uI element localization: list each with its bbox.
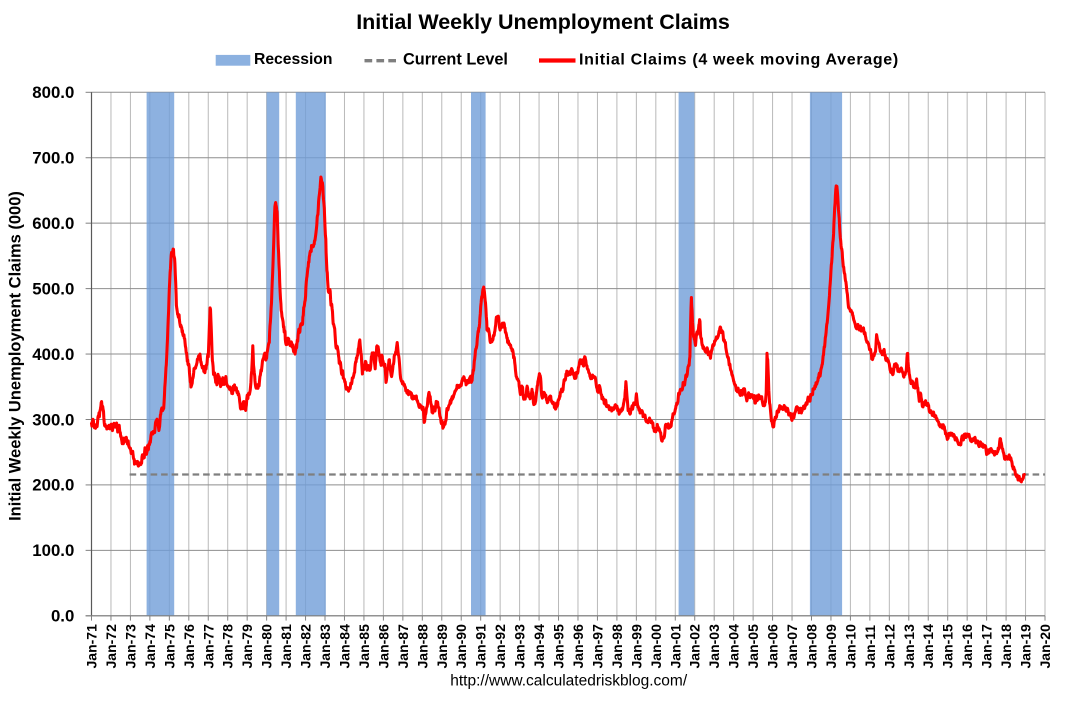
svg-text:Jan-02: Jan-02 [687, 624, 703, 669]
svg-text:Jan-04: Jan-04 [726, 624, 742, 669]
svg-text:600.0: 600.0 [32, 214, 74, 233]
svg-text:Jan-83: Jan-83 [317, 624, 333, 669]
svg-text:Jan-72: Jan-72 [103, 624, 119, 669]
svg-text:Jan-86: Jan-86 [375, 624, 391, 669]
svg-text:Jan-91: Jan-91 [473, 624, 489, 669]
svg-text:Jan-15: Jan-15 [940, 624, 956, 669]
svg-text:Jan-88: Jan-88 [414, 624, 430, 669]
svg-text:Jan-90: Jan-90 [453, 624, 469, 669]
svg-text:Jan-19: Jan-19 [1018, 624, 1034, 669]
svg-text:Jan-93: Jan-93 [512, 624, 528, 669]
svg-text:Jan-08: Jan-08 [803, 624, 819, 669]
svg-text:Jan-05: Jan-05 [745, 624, 761, 669]
svg-text:200.0: 200.0 [32, 476, 74, 495]
svg-text:Jan-10: Jan-10 [842, 624, 858, 669]
svg-text:Jan-09: Jan-09 [823, 624, 839, 669]
svg-text:Jan-79: Jan-79 [239, 624, 255, 669]
svg-text:Jan-78: Jan-78 [220, 624, 236, 669]
svg-text:Current Level: Current Level [403, 50, 508, 68]
svg-text:Jan-75: Jan-75 [161, 624, 177, 669]
svg-text:Jan-07: Jan-07 [784, 624, 800, 669]
svg-text:Jan-12: Jan-12 [881, 624, 897, 669]
svg-text:Jan-20: Jan-20 [1037, 624, 1053, 669]
svg-text:Jan-00: Jan-00 [648, 624, 664, 669]
svg-text:Jan-80: Jan-80 [259, 624, 275, 669]
svg-text:700.0: 700.0 [32, 149, 74, 168]
svg-text:Jan-99: Jan-99 [628, 624, 644, 669]
svg-text:Initial Weekly Unemployment Cl: Initial Weekly Unemployment Claims [356, 10, 730, 34]
svg-text:Jan-14: Jan-14 [920, 624, 936, 669]
svg-text:Jan-85: Jan-85 [356, 624, 372, 669]
svg-text:Jan-95: Jan-95 [551, 624, 567, 669]
svg-text:Jan-94: Jan-94 [531, 624, 547, 669]
svg-text:Jan-11: Jan-11 [862, 625, 878, 669]
svg-text:Initial Weekly Unemployment Cl: Initial Weekly Unemployment Claims (000) [7, 191, 25, 521]
svg-text:Jan-98: Jan-98 [609, 624, 625, 669]
svg-text:500.0: 500.0 [32, 279, 74, 298]
svg-text:Jan-82: Jan-82 [298, 624, 314, 669]
svg-text:Jan-16: Jan-16 [959, 624, 975, 669]
svg-text:Jan-13: Jan-13 [901, 624, 917, 669]
svg-text:800.0: 800.0 [32, 83, 74, 102]
svg-text:100.0: 100.0 [32, 541, 74, 560]
svg-text:Jan-71: Jan-71 [84, 624, 100, 669]
svg-text:Jan-84: Jan-84 [336, 624, 352, 669]
svg-text:Jan-96: Jan-96 [570, 624, 586, 669]
svg-text:http://www.calculatedriskblog.: http://www.calculatedriskblog.com/ [450, 673, 688, 690]
svg-text:400.0: 400.0 [32, 345, 74, 364]
svg-text:Jan-18: Jan-18 [998, 624, 1014, 669]
svg-text:Jan-01: Jan-01 [667, 624, 683, 669]
svg-text:300.0: 300.0 [32, 410, 74, 429]
svg-text:Jan-89: Jan-89 [434, 624, 450, 669]
svg-text:Jan-17: Jan-17 [979, 624, 995, 669]
svg-text:0.0: 0.0 [51, 607, 74, 626]
svg-text:Initial Claims (4 week moving: Initial Claims (4 week moving Average) [579, 51, 899, 68]
svg-text:Jan-76: Jan-76 [181, 624, 197, 669]
svg-text:Jan-06: Jan-06 [765, 624, 781, 669]
svg-text:Jan-92: Jan-92 [492, 624, 508, 669]
svg-text:Jan-73: Jan-73 [122, 624, 138, 669]
svg-text:Jan-03: Jan-03 [706, 624, 722, 669]
svg-text:Jan-74: Jan-74 [142, 624, 158, 669]
svg-text:Jan-81: Jan-81 [278, 624, 294, 669]
svg-text:Jan-77: Jan-77 [200, 624, 216, 669]
svg-text:Recession: Recession [254, 51, 332, 68]
svg-text:Jan-87: Jan-87 [395, 624, 411, 669]
svg-text:Jan-97: Jan-97 [589, 624, 605, 669]
